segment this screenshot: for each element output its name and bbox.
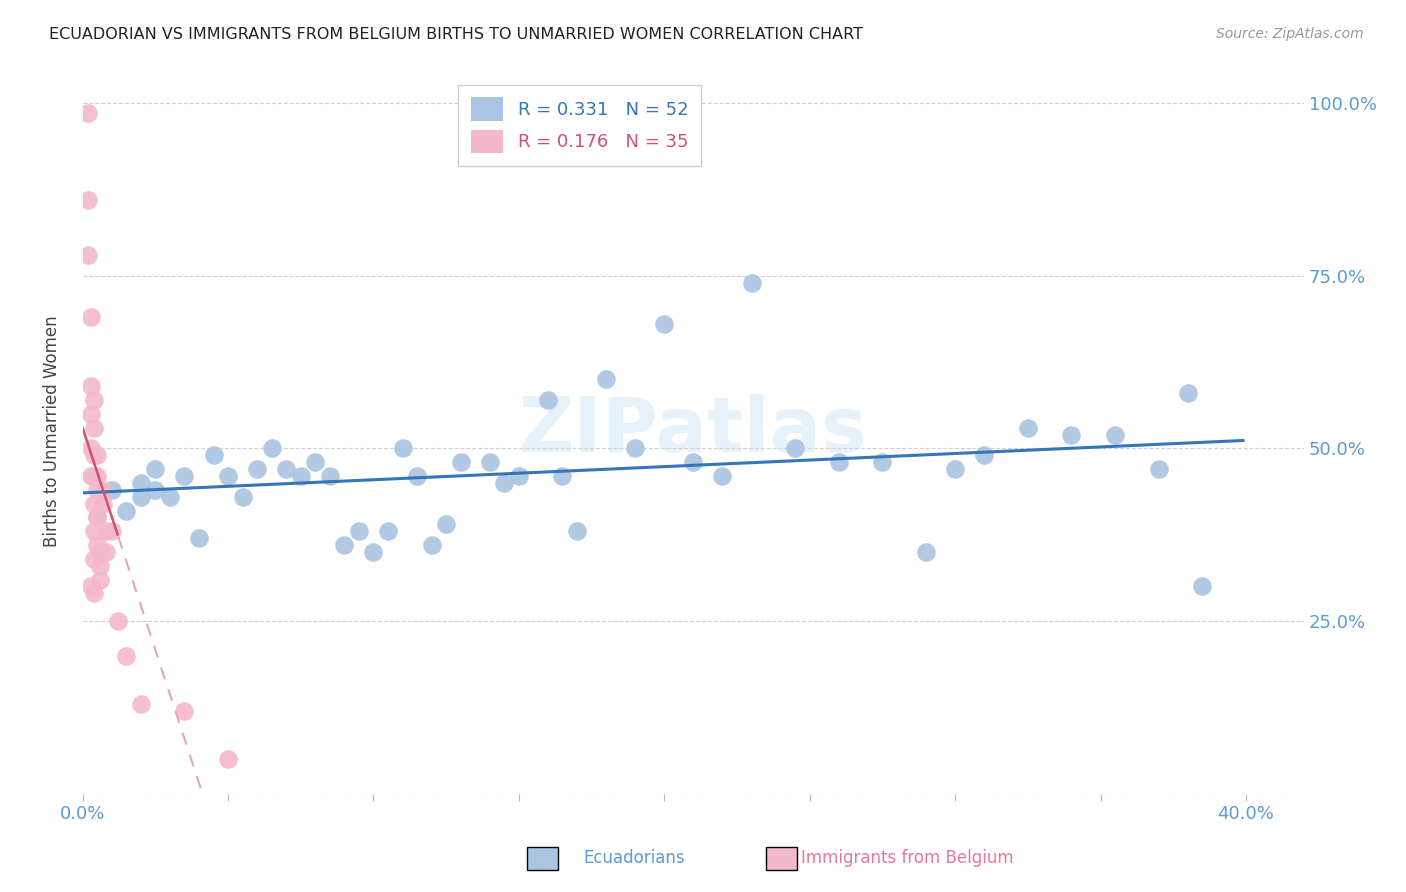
Point (115, 503, 138, 517)
Point (290, 469, 312, 483)
Point (83, 497, 105, 511)
Point (86, 469, 108, 483)
Point (391, 442, 413, 456)
Point (80, 579, 103, 593)
Point (83, 392, 105, 407)
Point (83, 552, 105, 566)
Point (107, 614, 129, 628)
Point (94, 524, 117, 539)
Point (711, 469, 734, 483)
Point (260, 442, 283, 456)
Point (508, 469, 530, 483)
Text: Immigrants from Belgium: Immigrants from Belgium (801, 849, 1014, 867)
Point (100, 524, 122, 539)
Point (94, 545, 117, 559)
Point (80, 469, 103, 483)
Point (347, 524, 370, 539)
Point (89, 545, 111, 559)
Point (188, 531, 211, 545)
Point (478, 455, 501, 469)
Point (77, 106, 100, 120)
Point (246, 462, 269, 476)
Text: ECUADORIAN VS IMMIGRANTS FROM BELGIUM BIRTHS TO UNMARRIED WOMEN CORRELATION CHAR: ECUADORIAN VS IMMIGRANTS FROM BELGIUM BI… (49, 27, 863, 42)
Point (1147, 462, 1170, 476)
Point (551, 469, 574, 483)
Point (91, 483, 114, 497)
Point (77, 248, 100, 262)
Point (363, 545, 385, 559)
Point (973, 448, 995, 462)
Point (434, 517, 457, 532)
Point (83, 469, 105, 483)
Point (159, 490, 181, 504)
Text: Source: ZipAtlas.com: Source: ZipAtlas.com (1216, 27, 1364, 41)
Point (828, 455, 851, 469)
Point (1177, 386, 1199, 401)
Point (86, 510, 108, 524)
Point (1017, 420, 1039, 434)
Point (202, 448, 225, 462)
Point (100, 483, 122, 497)
Point (915, 545, 938, 559)
Point (115, 648, 138, 663)
Point (741, 276, 763, 290)
Point (91, 497, 114, 511)
Point (406, 469, 429, 483)
Point (173, 469, 195, 483)
Point (80, 310, 103, 325)
Legend: R = 0.331   N = 52, R = 0.176   N = 35: R = 0.331 N = 52, R = 0.176 N = 35 (458, 85, 702, 166)
Text: Ecuadorians: Ecuadorians (583, 849, 685, 867)
Point (83, 448, 105, 462)
Point (143, 462, 166, 476)
Point (872, 455, 894, 469)
Point (319, 469, 342, 483)
Point (143, 483, 166, 497)
Point (595, 372, 617, 386)
Point (1060, 427, 1083, 442)
Point (83, 586, 105, 600)
Point (785, 442, 807, 456)
Point (83, 524, 105, 539)
Point (943, 462, 966, 476)
Point (77, 193, 100, 207)
Point (565, 524, 588, 539)
Point (1104, 427, 1126, 442)
Point (83, 420, 105, 434)
Point (624, 442, 647, 456)
Point (173, 704, 195, 718)
Point (1191, 579, 1213, 593)
Point (129, 475, 152, 490)
Point (304, 455, 326, 469)
Point (537, 392, 560, 407)
Point (86, 510, 108, 524)
Point (232, 490, 254, 504)
Point (86, 448, 108, 462)
Point (217, 752, 239, 766)
Point (80, 442, 103, 456)
Point (129, 697, 152, 711)
Point (377, 524, 399, 539)
Text: ZIPatlas: ZIPatlas (519, 394, 868, 468)
Point (86, 538, 108, 552)
Point (652, 317, 675, 331)
Point (420, 538, 443, 552)
Point (129, 490, 152, 504)
Point (80, 407, 103, 421)
Point (450, 455, 472, 469)
Y-axis label: Births to Unmarried Women: Births to Unmarried Women (44, 315, 60, 547)
Point (276, 462, 298, 476)
Point (217, 469, 239, 483)
Point (89, 573, 111, 587)
Point (86, 483, 108, 497)
Point (682, 455, 704, 469)
Point (80, 379, 103, 393)
Point (89, 558, 111, 573)
Point (333, 538, 356, 552)
Point (494, 475, 516, 490)
